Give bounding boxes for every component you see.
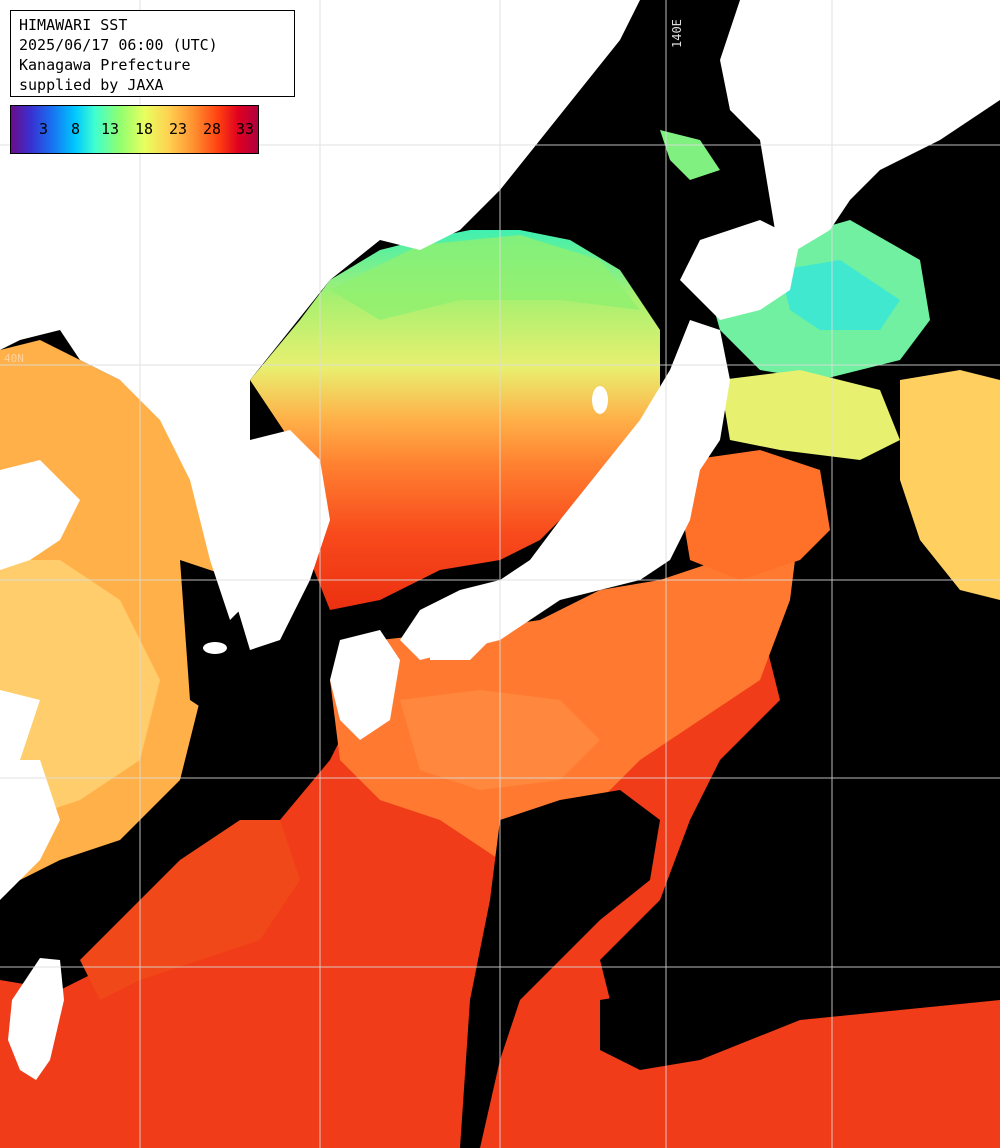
sea-zone-sanriku — [720, 370, 900, 460]
scale-label-3: 3 — [39, 120, 49, 138]
scale-label-18: 18 — [135, 120, 154, 138]
scale-label-28: 28 — [203, 120, 222, 138]
land-sakhalin-region — [720, 0, 1000, 260]
scale-label-23: 23 — [169, 120, 188, 138]
map-credit: supplied by JAXA — [19, 76, 164, 94]
land-china-coast-south — [0, 760, 60, 900]
sea-zone-oyashio — [780, 260, 900, 330]
land-china-coast-mid — [0, 690, 40, 780]
land-honshu — [400, 320, 730, 660]
temperature-color-scale: 3 8 13 18 23 28 33 — [10, 105, 259, 154]
land-korea — [235, 430, 330, 650]
sea-zone-far-east — [900, 370, 1000, 600]
sea-zone-east-china-south — [80, 820, 300, 1000]
land-island-north — [396, 118, 428, 162]
land-hokkaido — [680, 220, 800, 320]
sea-of-japan — [250, 230, 660, 610]
longitude-label-140e: 140E — [670, 19, 684, 48]
sea-zone-east-china-coast — [0, 560, 160, 820]
map-datetime: 2025/06/17 06:00 (UTC) — [19, 36, 218, 54]
sea-zone-sakhalin-west — [660, 130, 720, 180]
map-region: Kanagawa Prefecture — [19, 56, 191, 74]
latitude-label-40n: 40N — [4, 352, 24, 365]
land-kyushu — [330, 630, 400, 740]
map-info-box: HIMAWARI SST 2025/06/17 06:00 (UTC) Kana… — [10, 10, 295, 97]
scale-label-13: 13 — [101, 120, 120, 138]
scale-label-8: 8 — [71, 120, 81, 138]
land-taiwan — [8, 958, 64, 1080]
land-shikoku — [430, 610, 500, 660]
land-asia-north — [0, 0, 640, 620]
land-sado-island — [592, 386, 608, 414]
map-title: HIMAWARI SST — [19, 16, 128, 34]
scale-label-33: 33 — [236, 120, 255, 138]
land-masses — [0, 0, 1000, 1080]
scale-labels: 3 8 13 18 23 28 33 — [11, 120, 258, 140]
sea-zone-east-japan — [680, 450, 830, 580]
sea-of-japan-north — [330, 235, 640, 320]
land-shandong — [0, 460, 80, 570]
land-jeju-island — [203, 642, 227, 654]
